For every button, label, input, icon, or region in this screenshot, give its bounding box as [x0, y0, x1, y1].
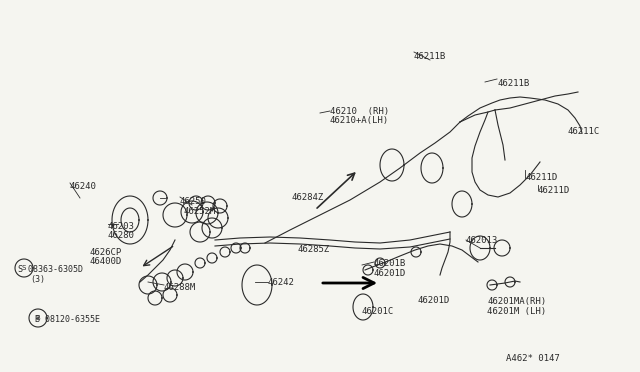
Text: S 08363-6305D: S 08363-6305D	[18, 265, 83, 274]
Text: 46201MA(RH): 46201MA(RH)	[487, 297, 546, 306]
Text: 46210+A(LH): 46210+A(LH)	[330, 116, 389, 125]
Text: (3): (3)	[30, 275, 45, 284]
Text: B 08120-6355E: B 08120-6355E	[35, 315, 100, 324]
Text: 46211D: 46211D	[538, 186, 570, 195]
Text: 46211B: 46211B	[497, 79, 529, 88]
Text: S: S	[22, 265, 26, 271]
Text: 46250: 46250	[180, 197, 207, 206]
Text: 46240: 46240	[70, 182, 97, 191]
Text: 46211B: 46211B	[414, 52, 446, 61]
Text: 46211C: 46211C	[568, 127, 600, 136]
Text: A462* 0147: A462* 0147	[506, 354, 560, 363]
Text: 46210  (RH): 46210 (RH)	[330, 107, 389, 116]
Text: 462013: 462013	[466, 236, 499, 245]
Text: 46288M: 46288M	[164, 283, 196, 292]
Text: 46201D: 46201D	[418, 296, 451, 305]
Text: 46201M (LH): 46201M (LH)	[487, 307, 546, 316]
Text: 46280: 46280	[108, 231, 135, 240]
Text: 46203: 46203	[108, 222, 135, 231]
Text: 46400D: 46400D	[89, 257, 121, 266]
Text: 46201B: 46201B	[374, 259, 406, 268]
Text: 46242: 46242	[268, 278, 295, 287]
Text: B: B	[36, 315, 40, 321]
Text: 46285Z: 46285Z	[298, 245, 330, 254]
Text: 46201C: 46201C	[362, 307, 394, 316]
Text: 46284Z: 46284Z	[291, 193, 323, 202]
Text: 46211D: 46211D	[525, 173, 557, 182]
Text: 4626CP: 4626CP	[89, 248, 121, 257]
Text: 46201D: 46201D	[374, 269, 406, 278]
Text: 46252M: 46252M	[184, 207, 216, 216]
